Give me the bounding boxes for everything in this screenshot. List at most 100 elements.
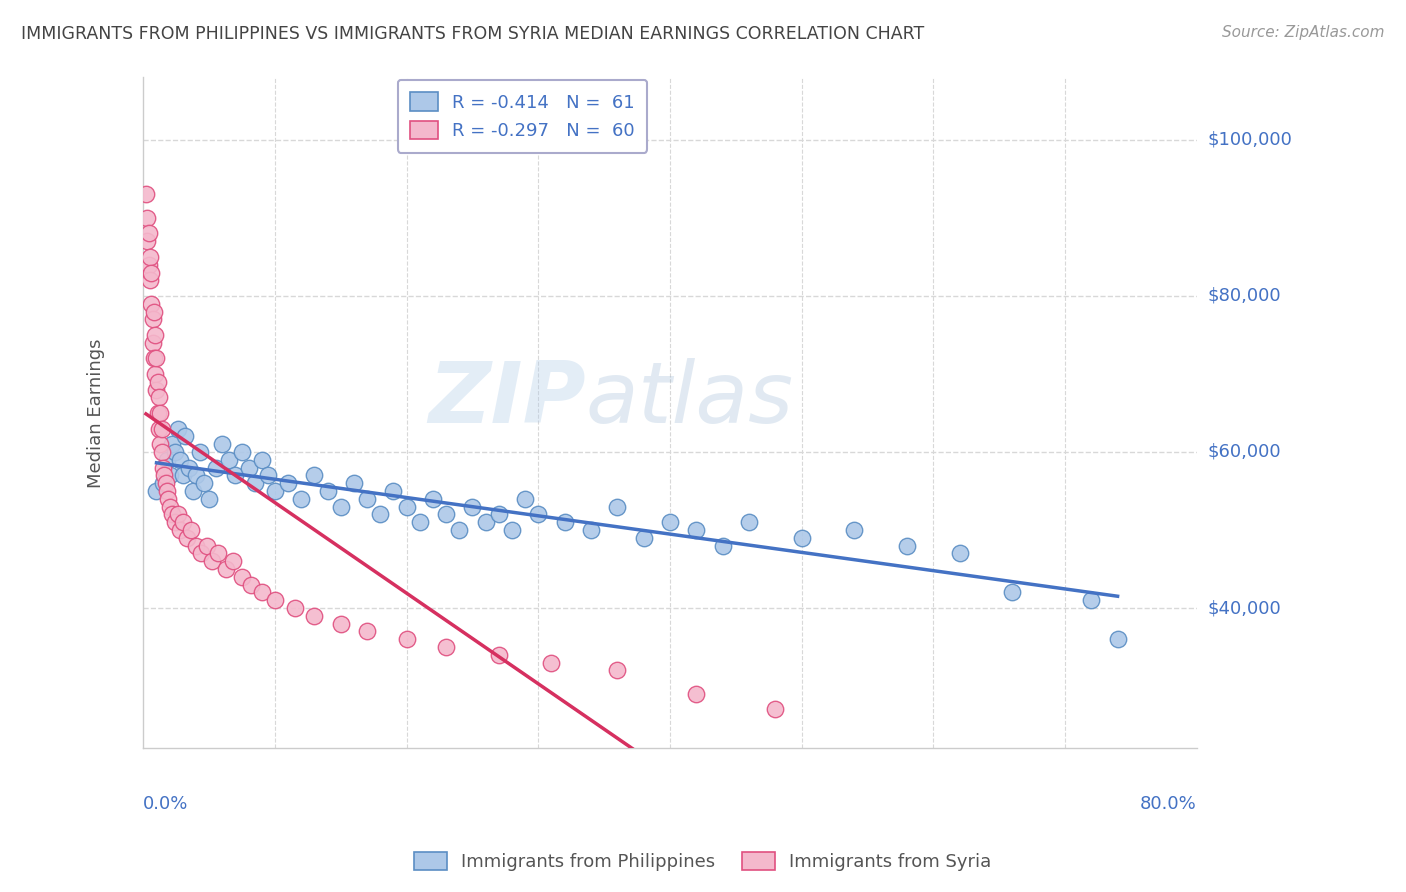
Point [136, 211, 159, 225]
Point [148, 421, 170, 435]
Point [422, 491, 444, 506]
Text: atlas: atlas [586, 358, 794, 441]
Point [368, 508, 391, 522]
Point [218, 452, 240, 467]
Point [156, 452, 179, 467]
Point [434, 640, 457, 654]
Point [142, 351, 165, 366]
Point [152, 476, 174, 491]
Point [169, 523, 191, 537]
Point [180, 523, 202, 537]
Point [231, 445, 253, 459]
Point [513, 491, 536, 506]
Point [250, 452, 273, 467]
Point [166, 421, 188, 435]
Point [395, 632, 418, 647]
Point [554, 515, 576, 529]
Point [162, 437, 184, 451]
Point [142, 304, 165, 318]
Point [183, 483, 205, 498]
Text: $100,000: $100,000 [1208, 131, 1292, 149]
Point [159, 500, 181, 514]
Point [156, 483, 179, 498]
Point [382, 483, 405, 498]
Point [141, 312, 163, 326]
Point [174, 429, 197, 443]
Point [138, 227, 160, 241]
Point [685, 687, 707, 701]
Point [143, 327, 166, 342]
Point [143, 367, 166, 381]
Point [224, 468, 246, 483]
Text: 80.0%: 80.0% [1140, 796, 1197, 814]
Point [150, 445, 173, 459]
Point [162, 508, 184, 522]
Point [409, 515, 432, 529]
Point [488, 648, 510, 662]
Point [188, 445, 211, 459]
Legend: R = -0.414   N =  61, R = -0.297   N =  60: R = -0.414 N = 61, R = -0.297 N = 60 [398, 79, 647, 153]
Point [146, 406, 169, 420]
Point [141, 296, 163, 310]
Point [211, 437, 233, 451]
Point [329, 500, 352, 514]
Point [474, 515, 496, 529]
Text: ZIP: ZIP [427, 358, 586, 441]
Point [195, 539, 218, 553]
Point [207, 546, 229, 560]
Text: $40,000: $40,000 [1208, 599, 1281, 617]
Point [738, 515, 761, 529]
Point [434, 508, 457, 522]
Point [488, 508, 510, 522]
Point [316, 483, 339, 498]
Point [169, 452, 191, 467]
Point [184, 539, 207, 553]
Point [139, 250, 162, 264]
Point [449, 523, 471, 537]
Text: IMMIGRANTS FROM PHILIPPINES VS IMMIGRANTS FROM SYRIA MEDIAN EARNINGS CORRELATION: IMMIGRANTS FROM PHILIPPINES VS IMMIGRANT… [21, 25, 924, 43]
Point [257, 468, 280, 483]
Point [198, 491, 221, 506]
Point [201, 554, 224, 568]
Point [153, 468, 176, 483]
Point [356, 491, 378, 506]
Point [790, 531, 813, 545]
Point [501, 523, 523, 537]
Point [540, 656, 562, 670]
Point [149, 437, 172, 451]
Text: $60,000: $60,000 [1208, 443, 1281, 461]
Point [711, 539, 734, 553]
Point [145, 351, 167, 366]
Point [240, 577, 263, 591]
Point [136, 235, 159, 249]
Point [356, 624, 378, 639]
Point [231, 570, 253, 584]
Text: Median Earnings: Median Earnings [87, 338, 105, 488]
Point [238, 460, 260, 475]
Point [146, 375, 169, 389]
Point [139, 273, 162, 287]
Point [264, 483, 287, 498]
Point [159, 468, 181, 483]
Text: $80,000: $80,000 [1208, 287, 1281, 305]
Point [245, 476, 267, 491]
Point [152, 460, 174, 475]
Point [138, 258, 160, 272]
Point [222, 554, 245, 568]
Point [215, 562, 238, 576]
Point [949, 546, 972, 560]
Point [659, 515, 682, 529]
Point [329, 616, 352, 631]
Point [157, 491, 180, 506]
Point [145, 383, 167, 397]
Point [527, 508, 550, 522]
Point [163, 445, 186, 459]
Point [277, 476, 299, 491]
Point [896, 539, 918, 553]
Point [1080, 593, 1102, 607]
Legend: Immigrants from Philippines, Immigrants from Syria: Immigrants from Philippines, Immigrants … [408, 845, 998, 879]
Point [150, 421, 173, 435]
Point [141, 335, 163, 350]
Point [1001, 585, 1024, 599]
Point [284, 601, 307, 615]
